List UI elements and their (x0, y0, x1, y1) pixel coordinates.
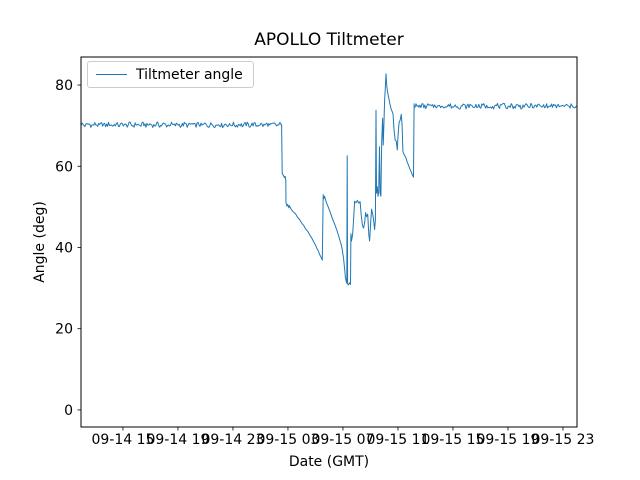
y-tick-label: 60 (55, 159, 73, 175)
y-axis-label: Angle (deg) (32, 201, 48, 283)
y-tick-label: 20 (55, 322, 73, 338)
x-tick-label: 09-14 19 (146, 432, 209, 448)
x-tick-label: 09-15 03 (256, 432, 319, 448)
x-tick-label: 09-15 19 (476, 432, 539, 448)
x-tick-label: 09-14 15 (91, 432, 154, 448)
y-tick-label: 0 (64, 403, 73, 419)
x-tick-label: 09-15 07 (311, 432, 374, 448)
x-tick-label: 09-15 11 (366, 432, 429, 448)
axes-spines (80, 56, 578, 428)
tiltmeter-line (81, 73, 577, 286)
legend-label: Tiltmeter angle (136, 66, 243, 83)
x-axis-label: Date (GMT) (288, 454, 370, 470)
y-tick-label: 40 (55, 240, 73, 256)
chart-title: APOLLO Tiltmeter (254, 30, 404, 50)
x-tick-label: 09-15 15 (421, 432, 484, 448)
x-tick-label: 09-15 23 (531, 432, 594, 448)
legend-line-sample (96, 74, 127, 75)
legend: Tiltmeter angle (87, 61, 254, 88)
x-tick-label: 09-14 23 (201, 432, 264, 448)
y-tick-label: 80 (55, 78, 73, 94)
